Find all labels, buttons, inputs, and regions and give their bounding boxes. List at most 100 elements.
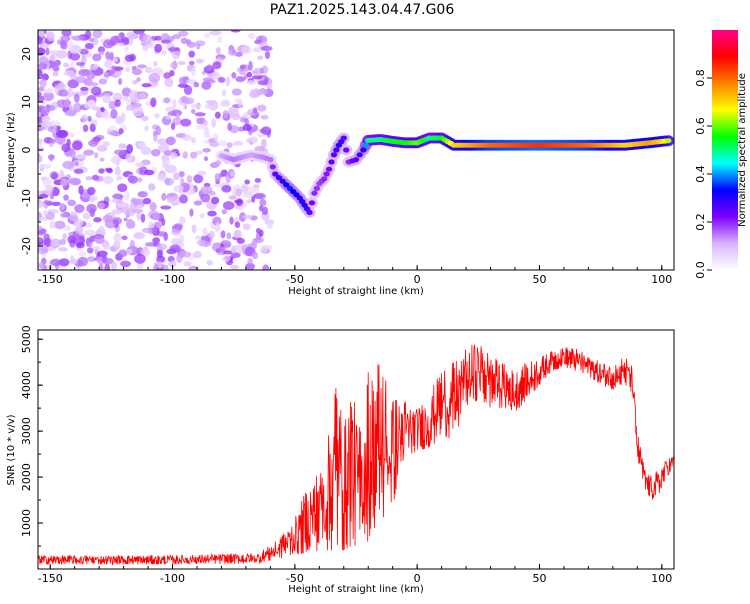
ridge-point — [323, 171, 330, 177]
noise-speckle — [123, 190, 130, 201]
noise-speckle — [182, 134, 192, 141]
noise-speckle — [240, 185, 249, 193]
noise-speckle — [266, 221, 273, 230]
noise-speckle — [124, 54, 135, 62]
noise-speckle — [137, 191, 147, 198]
noise-speckle — [98, 51, 105, 56]
noise-speckle — [255, 192, 267, 200]
noise-speckle — [203, 32, 211, 39]
noise-speckle — [89, 123, 96, 133]
noise-speckle — [229, 216, 234, 225]
snr-y-label: SNR (10 * v/v) — [6, 414, 17, 485]
noise-speckle — [41, 120, 52, 128]
noise-speckle — [61, 143, 71, 153]
noise-speckle — [102, 114, 113, 120]
noise-speckle — [38, 142, 42, 148]
noise-speckle — [102, 93, 112, 104]
noise-speckle — [199, 213, 205, 219]
noise-speckle — [165, 136, 176, 146]
noise-speckle — [49, 220, 56, 229]
noise-speckle — [67, 235, 76, 244]
noise-speckle — [183, 85, 193, 96]
noise-speckle — [193, 250, 202, 259]
noise-speckle — [38, 68, 43, 78]
x-tick-label: 100 — [651, 273, 672, 286]
y-tick-label: 0 — [20, 147, 33, 154]
noise-speckle — [235, 76, 246, 83]
noise-speckle — [102, 214, 114, 223]
noise-speckle — [172, 117, 182, 126]
noise-speckle — [144, 66, 153, 74]
noise-speckle — [42, 209, 49, 216]
noise-speckle — [251, 75, 263, 80]
noise-speckle — [142, 44, 149, 52]
noise-speckle — [52, 71, 59, 77]
noise-speckle — [38, 30, 44, 38]
noise-speckle — [57, 247, 68, 252]
noise-speckle — [52, 65, 60, 72]
noise-speckle — [67, 199, 77, 207]
noise-speckle — [71, 35, 84, 41]
ridge-point — [330, 152, 338, 158]
noise-speckle — [39, 78, 47, 89]
noise-speckle — [195, 58, 204, 64]
noise-speckle — [127, 175, 139, 184]
noise-speckle — [215, 159, 222, 166]
noise-speckle — [73, 168, 84, 175]
noise-speckle — [72, 103, 79, 110]
noise-speckle — [102, 176, 114, 185]
ridge-point — [325, 166, 333, 172]
noise-speckle — [242, 123, 252, 132]
noise-speckle — [121, 36, 130, 43]
noise-speckle — [74, 161, 79, 167]
noise-speckle — [222, 110, 229, 119]
y-tick-label: 3000 — [20, 417, 33, 445]
noise-speckle — [49, 258, 62, 267]
noise-speckle — [102, 141, 110, 147]
colorbar-tick-label: 0.8 — [694, 69, 707, 87]
noise-speckle — [177, 61, 186, 66]
noise-speckle — [103, 242, 111, 251]
noise-speckle — [54, 220, 66, 230]
noise-speckle — [222, 250, 233, 255]
noise-speckle — [167, 111, 177, 116]
noise-speckle — [161, 218, 166, 226]
noise-speckle — [38, 216, 48, 222]
x-tick-label: 50 — [532, 572, 546, 585]
y-tick-label: -10 — [20, 189, 33, 207]
noise-speckle — [118, 249, 128, 257]
noise-speckle — [121, 235, 128, 241]
noise-speckle — [84, 222, 93, 228]
noise-speckle — [162, 49, 167, 56]
ridge-point — [308, 200, 316, 206]
noise-speckle — [262, 264, 270, 270]
noise-speckle — [247, 258, 253, 265]
noise-speckle — [180, 177, 185, 185]
noise-speckle — [209, 141, 220, 148]
noise-speckle — [98, 225, 105, 236]
ridge-point — [333, 147, 340, 153]
noise-speckle — [142, 34, 153, 45]
noise-speckle — [191, 137, 196, 144]
noise-speckle — [49, 171, 59, 180]
noise-speckle — [102, 39, 114, 49]
noise-speckle — [131, 102, 142, 108]
noise-speckle — [152, 237, 161, 244]
y-tick-label: 2000 — [20, 463, 33, 491]
noise-speckle — [123, 217, 128, 222]
noise-speckle — [229, 171, 236, 177]
noise-speckle — [165, 115, 171, 120]
noise-speckle — [90, 64, 99, 71]
noise-speckle — [255, 227, 261, 234]
snr-series-line — [38, 344, 674, 566]
noise-speckle — [68, 40, 74, 51]
noise-speckle — [38, 153, 41, 163]
noise-speckle — [203, 156, 209, 162]
noise-speckle — [228, 106, 235, 116]
noise-speckle — [45, 47, 50, 56]
y-tick-label: -20 — [20, 237, 33, 255]
noise-speckle — [84, 229, 96, 236]
noise-speckle — [60, 39, 67, 49]
noise-speckle — [58, 89, 69, 97]
noise-speckle — [214, 173, 222, 182]
